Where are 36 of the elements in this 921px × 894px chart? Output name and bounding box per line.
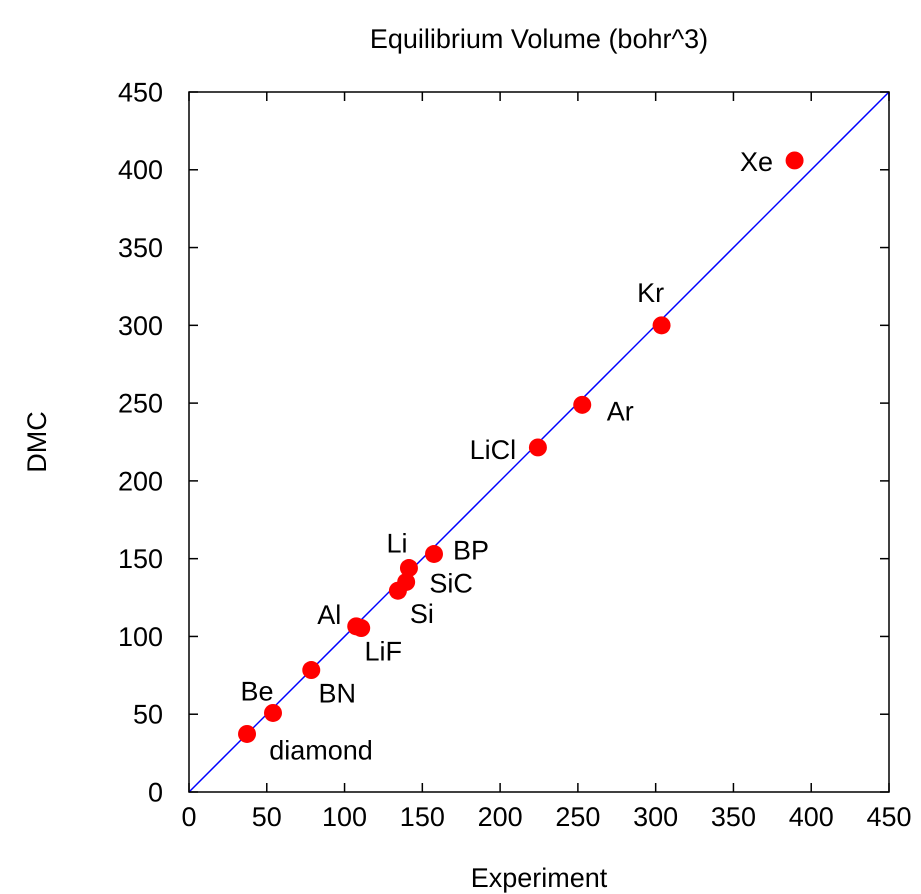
x-tick-label: 450: [866, 802, 912, 832]
chart-title: Equilibrium Volume (bohr^3): [370, 24, 708, 54]
y-axis-title: DMC: [22, 411, 52, 473]
y-tick-label: 300: [118, 310, 163, 341]
y-tick-label: 450: [118, 77, 163, 108]
y-tick-label: 100: [118, 622, 163, 652]
x-tick-label: 400: [788, 802, 834, 832]
y-tick-label: 200: [118, 466, 163, 496]
x-tick-label: 350: [710, 802, 756, 832]
annotation: Si: [410, 599, 434, 630]
y-tick-label: 350: [118, 233, 163, 264]
y-tick-label: 400: [118, 155, 163, 186]
x-tick-label: 100: [322, 802, 368, 832]
x-tick-label: 150: [400, 802, 445, 832]
annotation: Kr: [637, 278, 664, 308]
y-tick-label: 0: [148, 777, 163, 808]
y-tick-label: 150: [118, 544, 163, 574]
x-axis-title: Experiment: [470, 863, 608, 893]
annotation: LiCl: [470, 434, 516, 465]
x-tick-label: 300: [633, 802, 678, 832]
x-tick-label: 0: [181, 802, 197, 832]
annotation: LiF: [364, 636, 402, 666]
annotation: BP: [452, 535, 490, 566]
x-tick-label: 50: [252, 802, 282, 832]
annotation: diamond: [269, 735, 373, 766]
annotation: Al: [317, 600, 342, 630]
x-tick-label: 200: [478, 802, 523, 832]
annotation: Ar: [606, 396, 634, 426]
y-tick-label: 250: [118, 388, 163, 419]
annotation: SiC: [429, 568, 473, 598]
y-tick-label: 50: [132, 700, 163, 730]
annotation: Li: [386, 528, 408, 558]
annotation: BN: [318, 678, 356, 708]
x-tick-label: 250: [555, 802, 600, 832]
annotation: Xe: [740, 146, 774, 177]
annotation: Be: [240, 676, 274, 706]
